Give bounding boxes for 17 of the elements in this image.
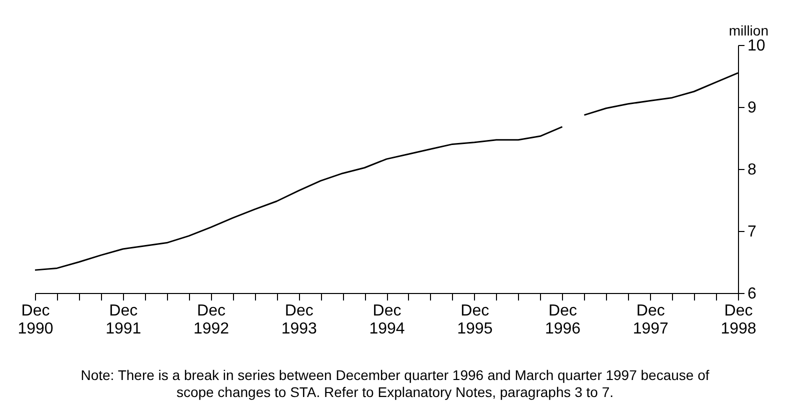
x-tick-label: Dec 1991 [106,302,142,338]
y-axis-title: million [728,22,768,38]
line-series [34,126,563,271]
x-tick-label: Dec 1993 [281,302,318,338]
x-tick-label: Dec 1997 [632,302,669,338]
x-tick-label: Dec 1990 [18,302,54,338]
x-tick-label: Dec 1996 [544,302,581,338]
text: Note: There is a break in series between December quarter 1996 and March quarter 1997 because of scope changes to STA. Refer to Explanatory Notes, paragraphs 3 to 7. [80,367,710,401]
x-tick-label: Dec 1994 [369,302,405,338]
x-tick-label: Dec 1995 [457,302,493,338]
x-tick-label: Dec 1992 [193,302,230,338]
y-tick-label: 9 [748,100,756,116]
y-tick-label: 10 [748,38,766,54]
x-tick-label: Dec 1998 [720,302,756,338]
y-tick-label: 6 [748,286,756,302]
y-tick-label: 8 [748,162,756,178]
y-tick-label: 7 [748,224,756,240]
